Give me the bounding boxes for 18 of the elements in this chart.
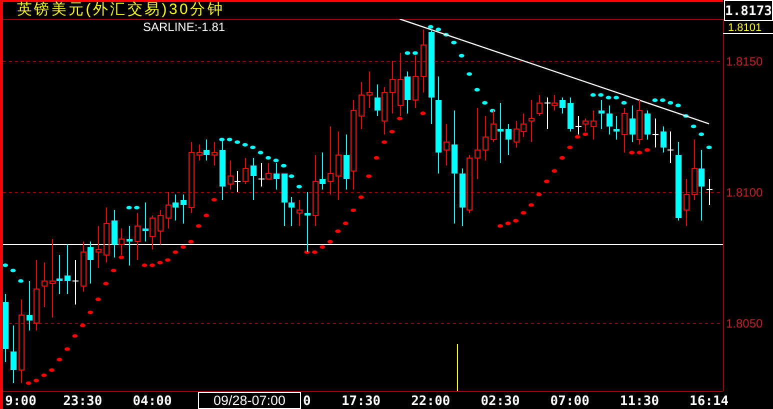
x-tick-label: 11:30 bbox=[620, 394, 660, 409]
annotation: 1.8173 bbox=[725, 4, 772, 19]
annotation: 1.8101 bbox=[728, 22, 762, 34]
annotation: SARLINE:-1.81 bbox=[143, 20, 226, 34]
x-tick-label: 17:30 bbox=[342, 394, 381, 409]
annotation: 09/28-07:00 bbox=[213, 393, 286, 408]
x-tick-label: 22:00 bbox=[411, 394, 450, 409]
title: 英镑美元(外汇交易)30分钟 bbox=[17, 1, 224, 18]
x-tick-label: 23:30 bbox=[63, 394, 102, 409]
x-tick-label: 04:00 bbox=[132, 394, 172, 409]
x-tick-label: 9:00 bbox=[5, 394, 36, 409]
x-tick-label: 07:00 bbox=[550, 394, 590, 409]
x-tick-label: 0 bbox=[303, 394, 311, 409]
y-tick-label: 1.8150 bbox=[726, 54, 763, 68]
y-tick-label: 1.8050 bbox=[726, 316, 763, 330]
x-tick-label: 02:30 bbox=[480, 394, 520, 409]
x-tick-label: 16:14 bbox=[690, 394, 729, 409]
y-tick-label: 1.8100 bbox=[726, 185, 763, 200]
